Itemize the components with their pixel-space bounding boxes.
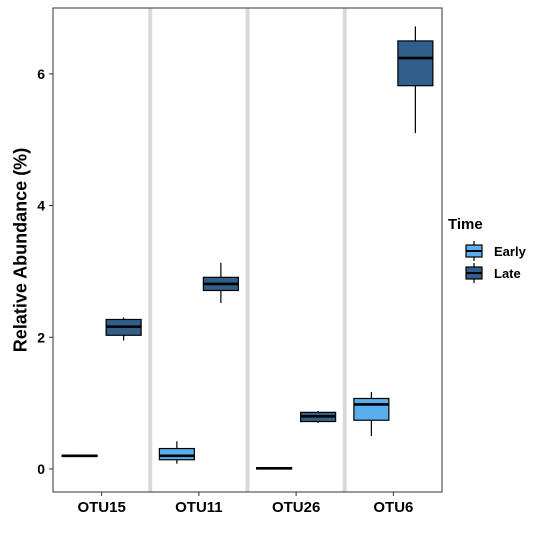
box-body <box>397 40 434 87</box>
box-early-otu6 <box>353 391 390 437</box>
y-tick-label: 4 <box>37 198 45 214</box>
legend-title: Time <box>448 216 483 233</box>
x-tick-label: OTU15 <box>77 499 125 516</box>
legend-label: Late <box>494 266 521 281</box>
y-axis: 0 2 4 6 <box>37 66 53 477</box>
x-tick-label: OTU6 <box>373 499 413 516</box>
y-axis-title: Relative Abundance (%) <box>10 148 30 352</box>
y-tick-label: 6 <box>37 66 45 82</box>
y-tick-label: 2 <box>37 329 45 345</box>
plot-panel <box>52 7 443 493</box>
legend: Time Early Late <box>448 216 527 283</box>
y-tick-label: 0 <box>37 461 45 477</box>
box-body <box>353 397 390 421</box>
box-late-otu6 <box>397 26 434 134</box>
box-early-otu15 <box>61 454 98 458</box>
legend-label: Early <box>494 244 527 259</box>
box-body <box>158 447 195 461</box>
x-tick-label: OTU26 <box>272 499 320 516</box>
box-late-otu11 <box>202 262 239 304</box>
x-axis: OTU15 OTU11 OTU26 OTU6 <box>77 492 413 516</box>
box-early-otu11 <box>158 441 195 464</box>
facet-separators <box>148 8 347 492</box>
box-early-otu26 <box>256 466 293 470</box>
box-late-otu26 <box>300 411 337 423</box>
x-tick-label: OTU11 <box>175 499 223 516</box>
box-layer <box>61 26 434 470</box>
box-late-otu15 <box>105 317 142 341</box>
